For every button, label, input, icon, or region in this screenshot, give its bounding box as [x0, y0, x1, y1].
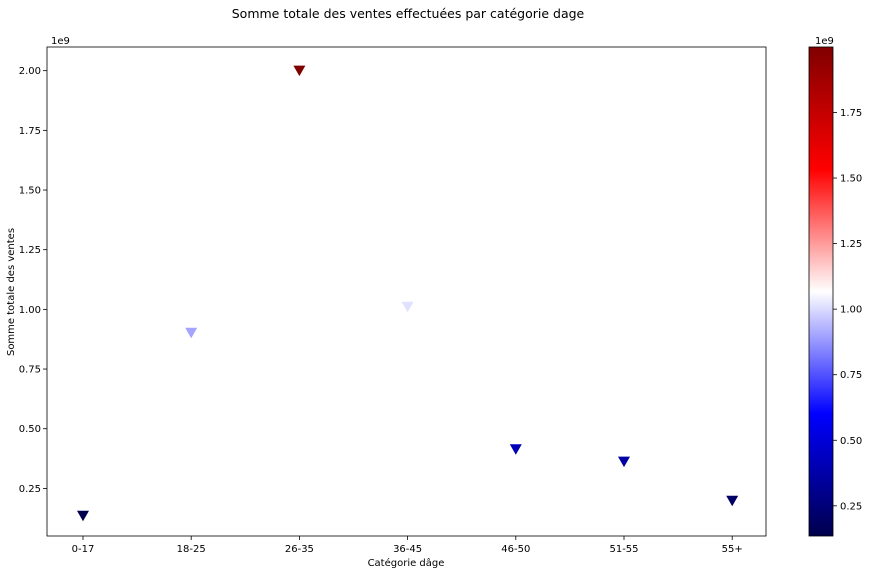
data-point-26-35 [293, 65, 306, 77]
colorbar-tick-label: 0.75 [840, 370, 862, 381]
data-point-51-55 [618, 456, 630, 468]
colorbar: 1e9 0.25 0.50 0.75 1.00 1.25 1.50 1.75 [808, 36, 862, 537]
colorbar-tick-label: 0.50 [840, 436, 862, 447]
colorbar-tick-label: 1.75 [840, 108, 862, 119]
data-point-55+ [726, 495, 739, 507]
y-tick-label: 2.00 [19, 66, 41, 77]
x-tick-label: 55+ [722, 544, 743, 555]
data-points [77, 65, 739, 522]
y-tick-label: 0.25 [19, 484, 41, 495]
x-tick-label: 18-25 [177, 544, 206, 555]
data-point-46-50 [509, 444, 522, 455]
colorbar-gradient [808, 46, 834, 537]
y-tick-label: 1.50 [19, 186, 41, 197]
x-tick-label: 51-55 [609, 544, 638, 555]
plot-area [46, 46, 767, 537]
plot-frame [46, 46, 767, 537]
chart-title: Somme totale des ventes effectuées par c… [232, 6, 585, 21]
colorbar-scale-label: 1e9 [815, 36, 834, 47]
y-axis: 0.25 0.50 0.75 1.00 1.25 1.50 1.75 2.00 [19, 66, 47, 495]
y-tick-label: 1.00 [19, 305, 41, 316]
colorbar-ticks: 0.25 0.50 0.75 1.00 1.25 1.50 1.75 [833, 108, 862, 512]
y-tick-label: 1.75 [19, 126, 41, 137]
colorbar-tick-label: 1.25 [840, 239, 862, 250]
y-scale-label: 1e9 [51, 36, 70, 47]
x-tick-label: 26-35 [285, 544, 314, 555]
colorbar-tick-label: 1.00 [840, 305, 862, 316]
y-tick-label: 1.25 [19, 245, 41, 256]
x-axis-label: Catégorie dâge [368, 557, 445, 569]
data-point-0-17 [77, 510, 89, 522]
y-tick-label: 0.75 [19, 365, 41, 376]
colorbar-tick-label: 1.50 [840, 174, 862, 185]
data-point-18-25 [185, 327, 198, 339]
y-axis-label: Somme totale des ventes [6, 228, 17, 356]
data-point-36-45 [401, 301, 414, 313]
x-tick-label: 0-17 [72, 544, 95, 555]
x-axis: 0-17 18-25 26-35 36-45 46-50 51-55 55+ [72, 536, 743, 555]
colorbar-tick-label: 0.25 [840, 501, 862, 512]
y-tick-label: 0.50 [19, 424, 41, 435]
x-tick-label: 46-50 [501, 544, 530, 555]
x-tick-label: 36-45 [393, 544, 422, 555]
